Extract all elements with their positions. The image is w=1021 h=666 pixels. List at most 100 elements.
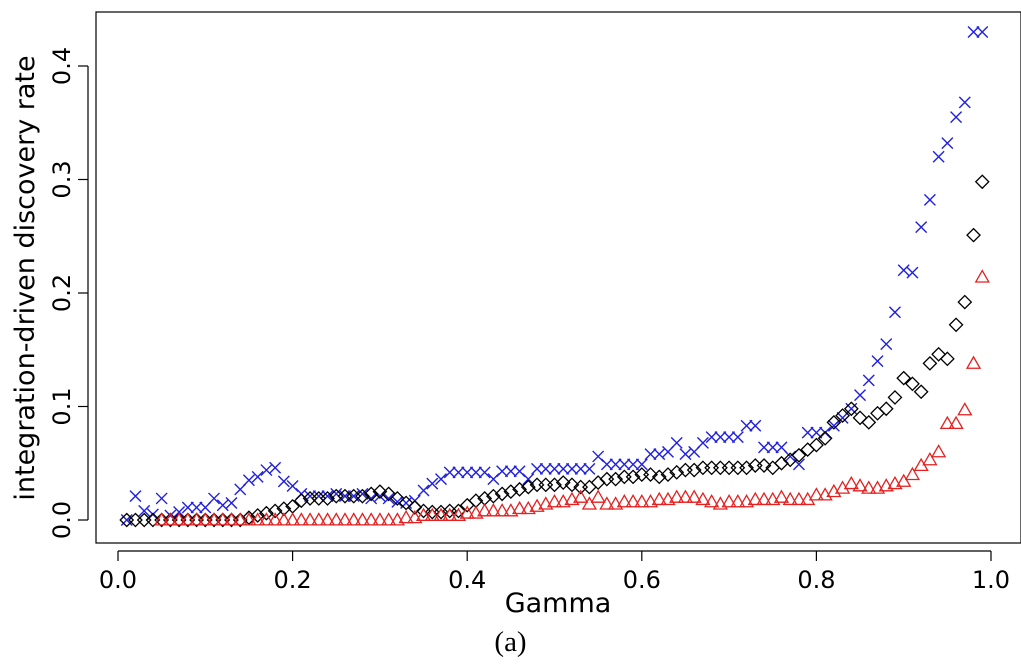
cross-point [941,137,954,150]
diamond-point [451,503,466,519]
cross-point [950,111,963,124]
diamond-point [861,414,877,430]
triangle-point [642,494,659,508]
triangle-point [599,496,615,510]
diamond-point [721,460,737,476]
diamond-point [512,481,527,497]
diamond-point [730,460,746,476]
plot-frame [95,11,1021,544]
diamond-point [503,484,519,500]
triangle-point [669,489,685,503]
cross-point [574,462,587,475]
triangle-point [223,512,240,526]
diamond-point [756,458,772,473]
triangle-point [154,512,170,526]
triangle-point [450,507,467,521]
triangle-point [433,507,449,521]
triangle-point [861,480,877,494]
triangle-point [590,489,606,503]
diamond-point [817,430,833,446]
cross-point [618,458,631,471]
diamond-point [398,495,414,511]
triangle-point [852,478,868,492]
diamond-point [276,501,292,517]
triangle-point [284,512,301,526]
triangle-point [773,489,790,503]
diamond-point [651,469,667,485]
x-tick-label: 0.4 [448,566,486,594]
diamond-point [896,370,912,386]
triangle-point [232,512,248,526]
cross-point [958,96,971,109]
cross-point [417,484,430,497]
triangle-point [887,475,903,490]
triangle-point [415,507,432,521]
triangle-point [704,494,720,508]
diamond-point [250,508,266,523]
diamond-point [520,479,536,495]
triangle-point [372,512,388,526]
triangle-point [782,491,798,506]
triangle-point [398,509,414,524]
triangle-point [276,512,292,526]
triangle-point [267,512,283,526]
triangle-point [241,512,257,526]
cross-point [731,431,744,444]
diamond-point [966,227,981,243]
cross-point [862,374,875,387]
cross-point [653,448,666,461]
cross-point [627,458,640,471]
diamond-point [808,437,824,453]
cross-point [600,458,613,471]
cross-point [670,436,683,449]
diamond-point [564,477,580,493]
cross-point [976,25,989,38]
x-axis-label: Gamma [505,588,612,619]
cross-point [338,490,351,503]
cross-point [723,431,736,444]
cross-point [242,474,255,487]
triangle-point [817,487,833,501]
diamond-point [363,486,379,502]
triangle-point [747,491,763,506]
cross-point [845,402,858,415]
cross-point [792,458,805,471]
triangle-point [808,487,825,501]
triangle-point [957,402,973,416]
cross-point [251,470,264,483]
diamond-point [913,384,929,400]
cross-point [478,466,491,479]
axis-ticks: 0.0 0.2 0.4 0.6 0.8 1.0 0.0 0.1 0.2 0.3 0.4 [48,47,1010,594]
triangle-point [677,489,694,503]
triangle-point [188,512,205,526]
diamond-point [931,346,947,362]
cross-point [749,419,762,432]
cross-point [609,458,622,471]
triangle-point [974,269,990,283]
cross-point [548,462,561,475]
diamond-point [582,479,597,495]
diamond-point [791,447,807,463]
triangle-point [459,505,475,519]
triangle-point [485,503,502,517]
cross-point [496,465,509,478]
triangle-point [730,494,746,508]
x-tick-label: 1.0 [972,566,1010,594]
triangle-point [511,500,528,515]
cross-point [120,514,133,526]
diamond-point [389,491,405,506]
cross-point [138,504,151,517]
data-points [119,25,990,528]
triangle-point [250,512,266,526]
diamond-point [407,500,423,515]
y-tick-label: 0.0 [48,501,76,539]
cross-point [871,355,884,368]
cross-point [461,466,474,479]
x-tick-label: 0.2 [274,566,312,594]
diamond-point [416,503,431,519]
triangle-point [965,355,982,369]
cross-point [531,462,544,475]
triangle-point [363,512,379,526]
triangle-point [581,496,598,510]
triangle-point [162,512,179,526]
